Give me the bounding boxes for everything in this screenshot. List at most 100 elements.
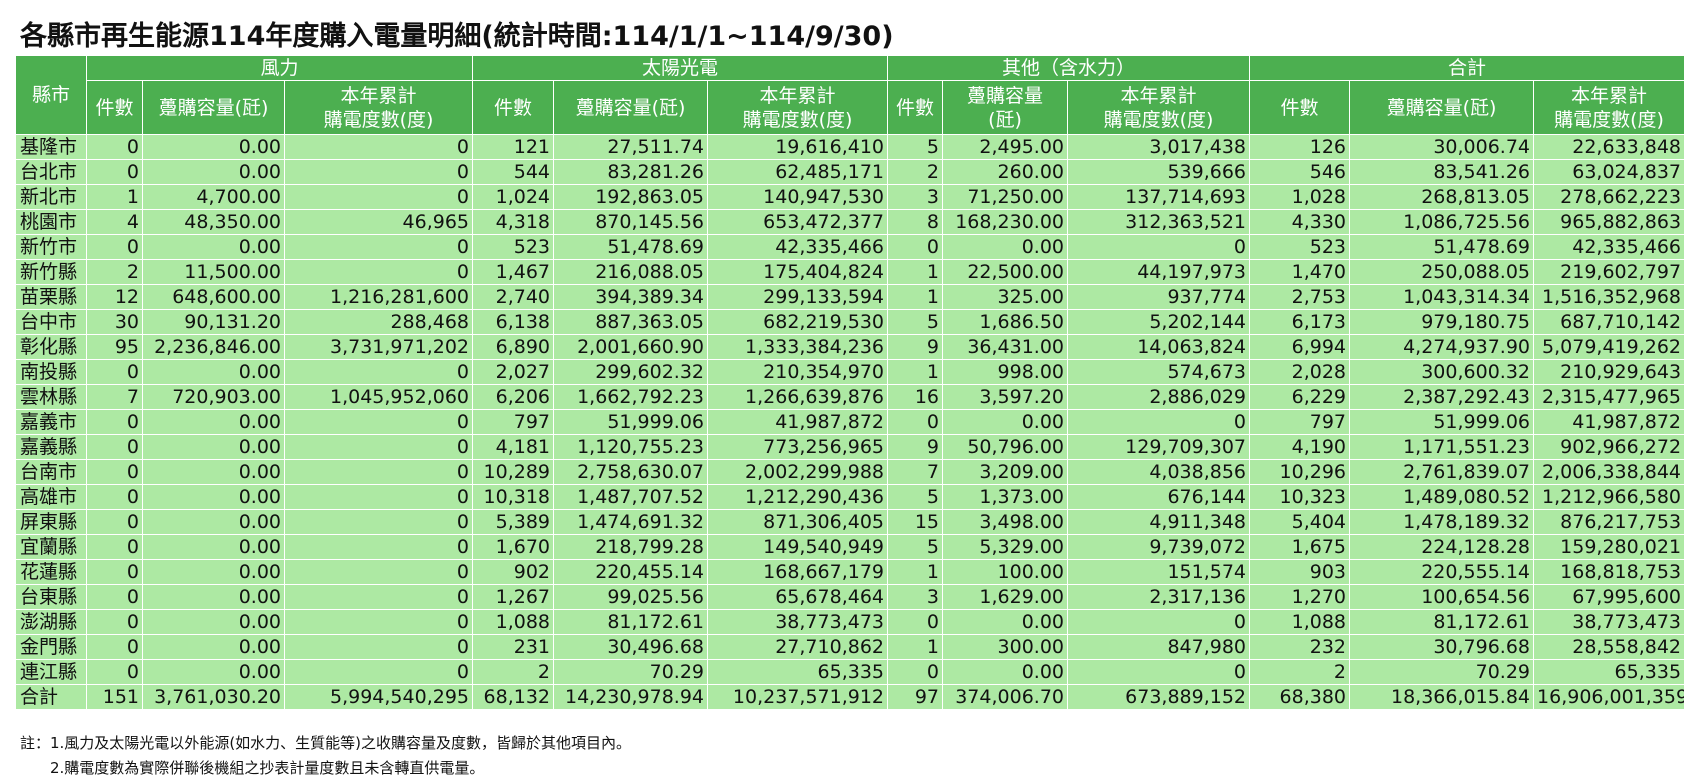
cell: 0.00 [142,509,285,535]
cell: 90,131.20 [142,309,285,335]
cell: 0 [86,434,143,460]
cell: 99,025.56 [553,584,709,610]
table-row: 台北市 0 0.00 0 544 83,281.26 62,485,171 2 260.00 53… [15,159,1686,185]
cell: 63,024,837 [1533,159,1686,185]
cell: 81,172.61 [1349,609,1535,635]
cell: 0 [1067,409,1251,435]
cell: 0.00 [142,134,285,160]
row-label: 屏東縣 [15,509,87,535]
cell: 3,597.20 [942,384,1069,410]
cell: 38,773,473 [707,609,889,635]
cell: 1,216,281,600 [283,284,474,310]
cell: 0 [283,484,474,510]
cell: 4,700.00 [142,184,285,210]
cell: 2,002,299,988 [707,459,889,485]
cell: 5,202,144 [1067,309,1251,335]
cell: 979,180.75 [1349,309,1535,335]
cell: 22,633,848 [1533,134,1686,160]
cell: 0.00 [142,634,285,660]
cell: 175,404,824 [707,259,889,285]
table-row: 苗栗縣 12 648,600.00 1,216,281,600 2,740 394,389… [15,284,1686,310]
cell: 2,317,136 [1067,584,1251,610]
cell: 278,662,223 [1533,184,1686,210]
cell: 0.00 [142,234,285,260]
cell: 1,487,707.52 [553,484,709,510]
cell: 51,478.69 [553,234,709,260]
cell: 1,171,551.23 [1349,434,1535,460]
cell: 12 [86,284,143,310]
cell: 268,813.05 [1349,184,1535,210]
cell: 9 [887,334,944,360]
cell: 1,028 [1249,184,1351,210]
cell: 648,600.00 [142,284,285,310]
cell: 51,999.06 [553,409,709,435]
table-row: 新竹縣 2 11,500.00 0 1,467 216,088.05 175,404,824… [15,259,1686,285]
cell: 0 [86,459,143,485]
cell: 2,761,839.07 [1349,459,1535,485]
cell: 30 [86,309,143,335]
cell: 1 [887,359,944,385]
cell: 14,063,824 [1067,334,1251,360]
cell: 4 [86,209,143,235]
cell: 216,088.05 [553,259,709,285]
cell: 0 [86,534,143,560]
row-label: 南投縣 [15,359,87,385]
cell: 62,485,171 [707,159,889,185]
note: 2.購電度數為實際併聯後機組之抄表計量度數且未含轉直供電量。 [50,759,485,777]
cell: 1,333,384,236 [707,334,889,360]
cell: 30,496.68 [553,634,709,660]
row-label: 澎湖縣 [15,609,87,635]
cell: 5,404 [1249,509,1351,535]
cell: 1 [887,259,944,285]
cell: 28,558,842 [1533,634,1686,660]
row-label: 連江縣 [15,659,87,685]
cell: 902,966,272 [1533,434,1686,460]
cell: 0.00 [142,559,285,585]
cell: 126 [1249,134,1351,160]
cell: 0 [86,634,143,660]
cell: 81,172.61 [553,609,709,635]
cell: 0 [283,159,474,185]
cell: 2,740 [472,284,555,310]
cell: 312,363,521 [1067,209,1251,235]
cell: 523 [1249,234,1351,260]
cell: 149,540,949 [707,534,889,560]
cell: 83,281.26 [553,159,709,185]
cell: 797 [1249,409,1351,435]
cell: 42,335,466 [1533,234,1686,260]
cell: 0.00 [942,409,1069,435]
cell: 220,455.14 [553,559,709,585]
cell: 1,470 [1249,259,1351,285]
column-header: 躉購容量(瓩) [142,80,285,135]
table-row: 雲林縣 7 720,903.00 1,045,952,060 6,206 1,662,79… [15,384,1686,410]
cell: 2 [1249,659,1351,685]
cell: 16 [887,384,944,410]
cell: 70.29 [1349,659,1535,685]
cell: 19,616,410 [707,134,889,160]
cell: 9,739,072 [1067,534,1251,560]
cell: 2,001,660.90 [553,334,709,360]
cell: 546 [1249,159,1351,185]
cell: 5,079,419,262 [1533,334,1686,360]
cell: 6,138 [472,309,555,335]
cell: 1,043,314.34 [1349,284,1535,310]
cell: 16,906,001,359 [1533,684,1686,710]
cell: 300,600.32 [1349,359,1535,385]
cell: 0 [283,134,474,160]
cell: 0 [887,409,944,435]
cell: 10,318 [472,484,555,510]
cell: 0 [1067,659,1251,685]
cell: 6,994 [1249,334,1351,360]
cell: 687,710,142 [1533,309,1686,335]
cell: 192,863.05 [553,184,709,210]
cell: 51,478.69 [1349,234,1535,260]
cell: 2,028 [1249,359,1351,385]
cell: 0.00 [942,234,1069,260]
title: 各縣市再生能源114年度購入電量明細(統計時間:114/1/1~114/9/30… [20,21,894,52]
cell: 2,006,338,844 [1533,459,1686,485]
cell: 10,237,571,912 [707,684,889,710]
cell: 1,024 [472,184,555,210]
cell: 676,144 [1067,484,1251,510]
table-row: 嘉義縣 0 0.00 0 4,181 1,120,755.23 773,256,965 9 50… [15,434,1686,460]
